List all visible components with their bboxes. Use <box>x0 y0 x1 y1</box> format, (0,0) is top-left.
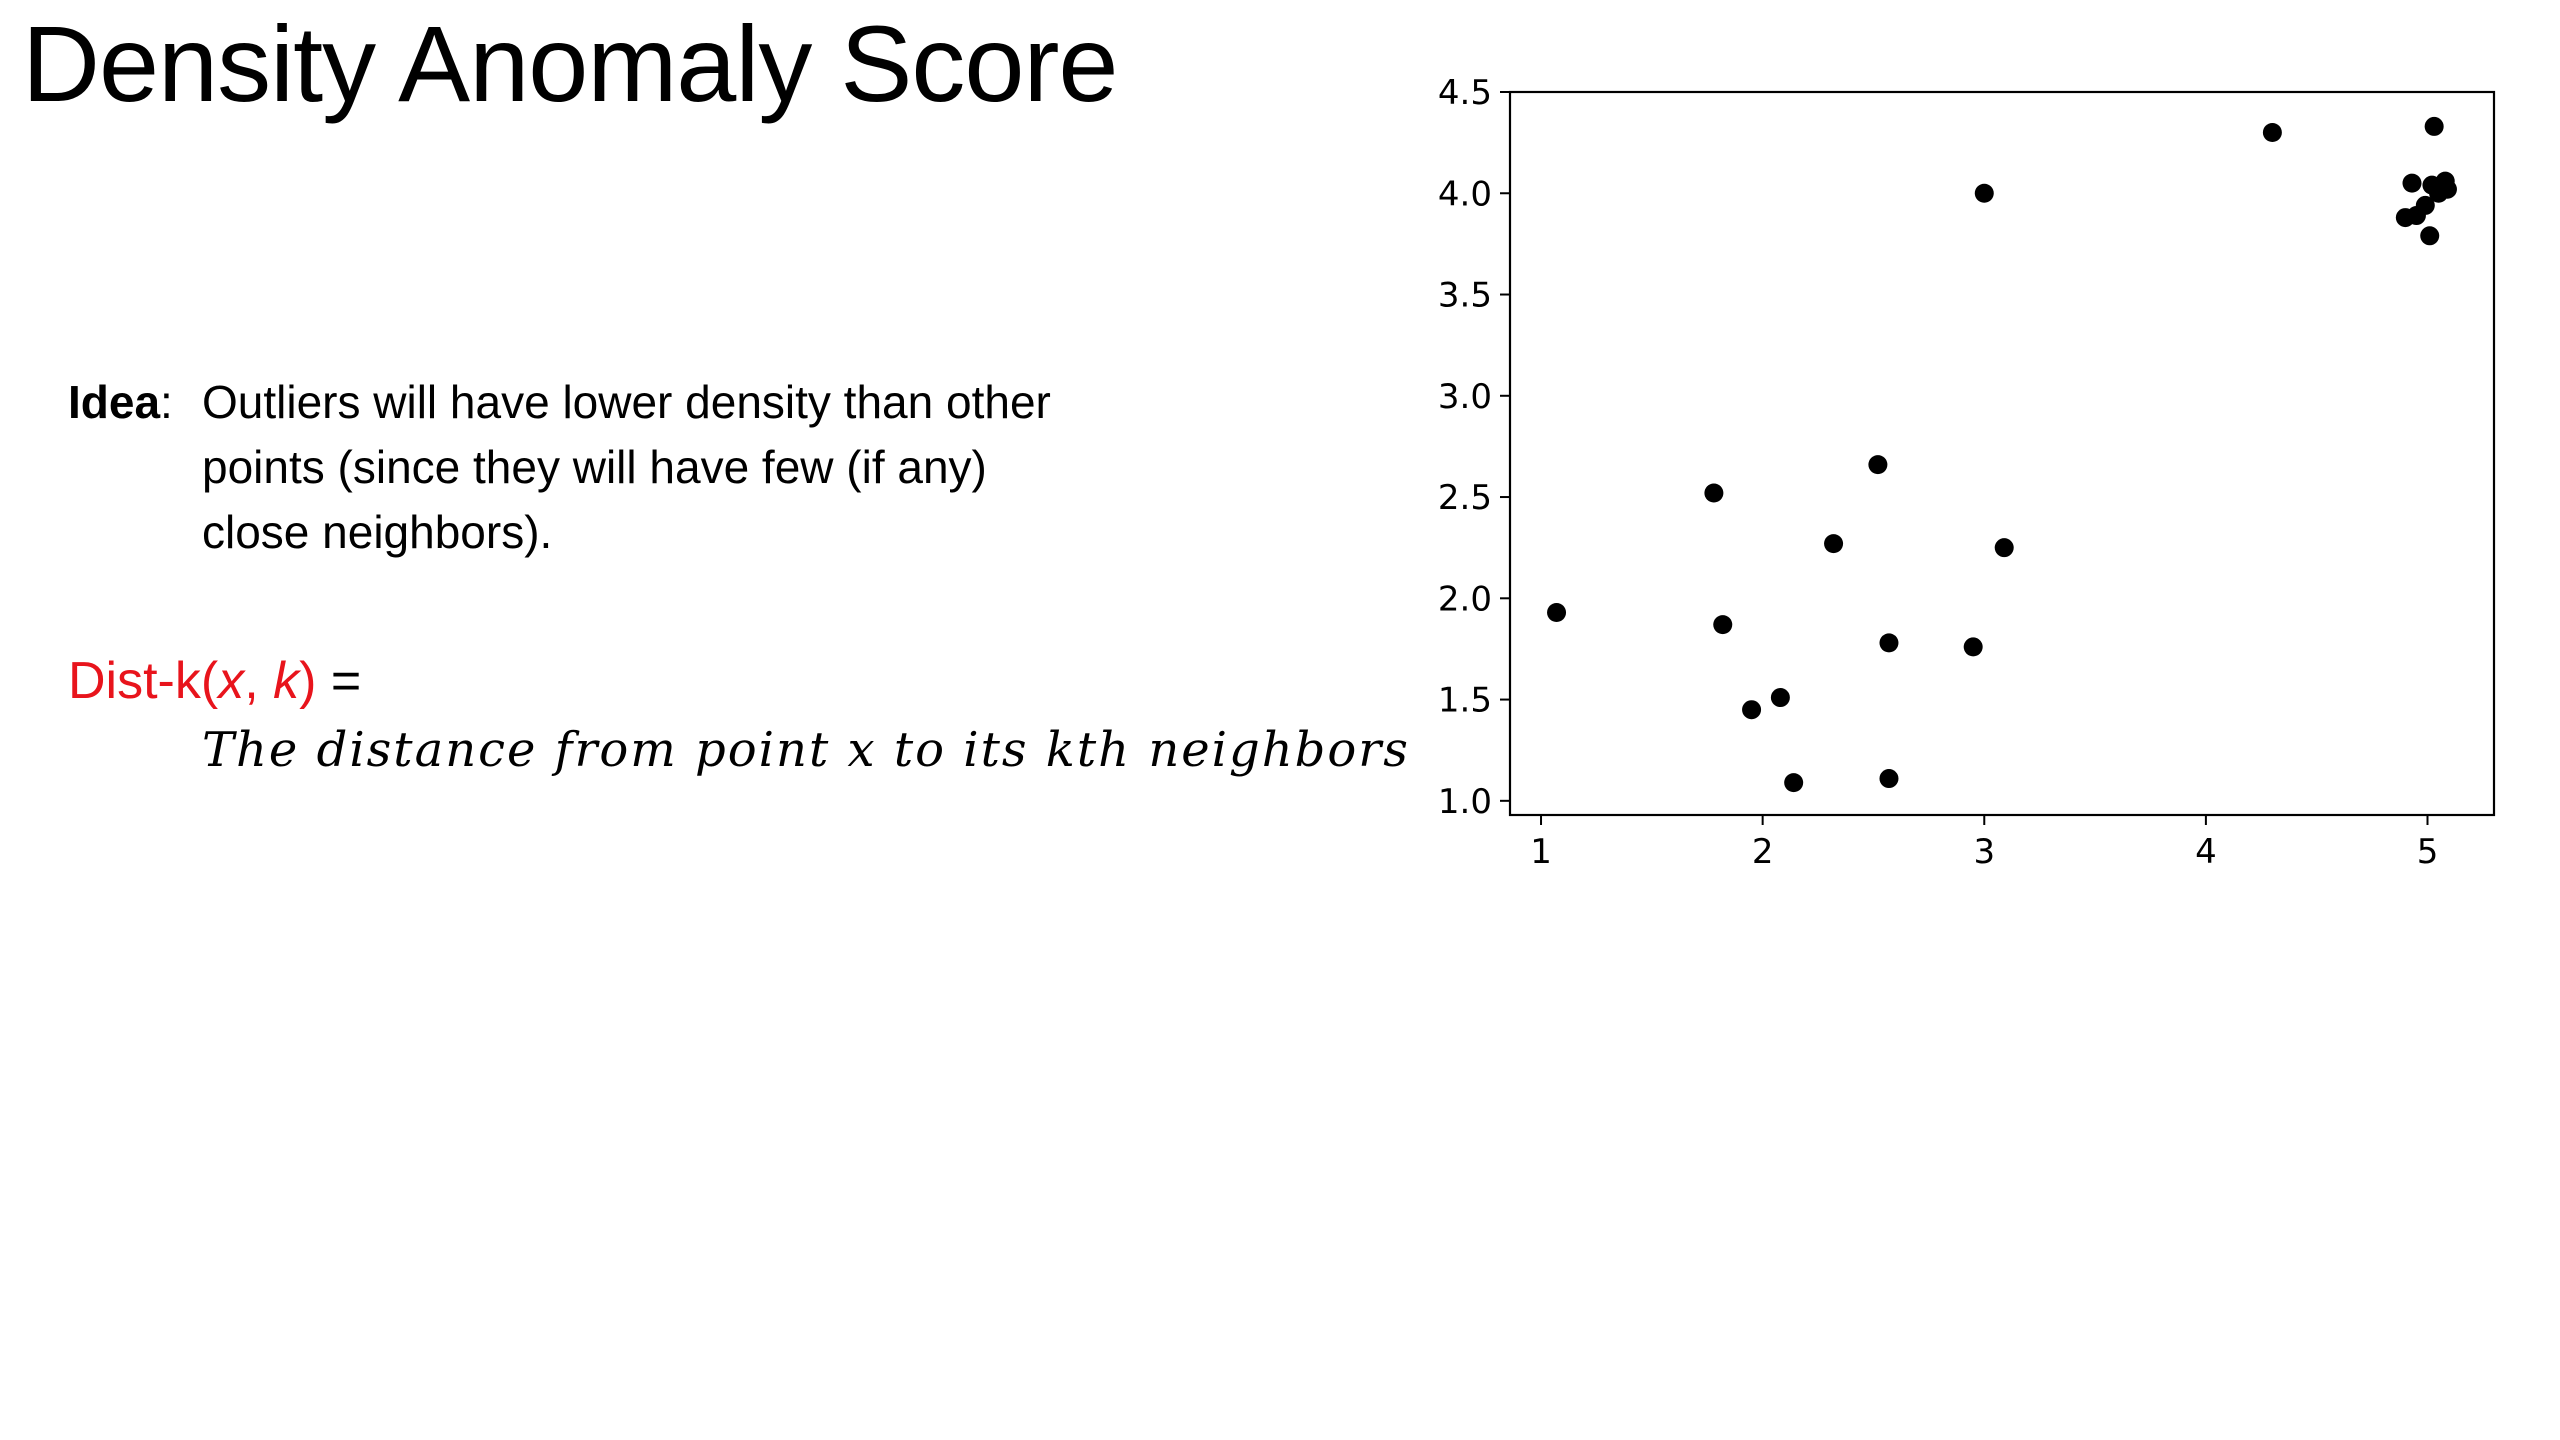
x-tick-label: 4 <box>2195 832 2217 872</box>
scatter-point <box>1879 633 1899 653</box>
scatter-point <box>1742 700 1762 720</box>
scatter-point <box>2420 226 2440 246</box>
x-tick-label: 3 <box>1973 832 1995 872</box>
scatter-point <box>1824 534 1844 554</box>
idea-label-colon: : <box>160 376 173 428</box>
formula-open-paren: ( <box>200 652 219 710</box>
scatter-point <box>2424 116 2444 136</box>
scatter-point <box>1784 773 1804 793</box>
x-tick-label: 5 <box>2417 832 2439 872</box>
scatter-plot-svg: 1 2 3 4 5 1.0 1.5 2.0 2.5 3.0 3.5 4.0 4.5 <box>1438 73 2496 872</box>
scatter-points <box>1547 116 2457 793</box>
scatter-point <box>2437 179 2457 199</box>
x-tick-label: 2 <box>1752 832 1774 872</box>
y-tick-label: 4.0 <box>1438 174 1492 214</box>
y-tick-label: 2.5 <box>1438 478 1492 518</box>
idea-label-text: Idea <box>68 376 161 428</box>
scatter-point <box>1994 538 2014 558</box>
formula-comma: , <box>244 652 274 710</box>
scatter-point <box>1547 602 1567 622</box>
plot-frame <box>1508 90 2496 817</box>
scatter-point <box>1868 455 1888 475</box>
y-axis: 1.0 1.5 2.0 2.5 3.0 3.5 4.0 4.5 <box>1438 73 1510 822</box>
x-axis: 1 2 3 4 5 <box>1530 815 2438 872</box>
scatter-point <box>1879 769 1899 789</box>
formula-definition: The distance from point x to its kth nei… <box>202 722 1410 778</box>
y-tick-label: 1.0 <box>1438 782 1492 822</box>
formula-name: Dist-k <box>68 652 201 710</box>
formula-arg-k: k <box>273 652 300 710</box>
idea-label: Idea: <box>68 370 202 435</box>
scatter-point <box>1770 688 1790 708</box>
scatter-chart: 1 2 3 4 5 1.0 1.5 2.0 2.5 3.0 3.5 4.0 4.5 <box>1400 60 2520 880</box>
idea-block: Idea: Outliers will have lower density t… <box>68 370 1128 565</box>
formula-header: Dist-k(x, k) = <box>68 645 1368 717</box>
y-tick-label: 2.0 <box>1438 579 1492 619</box>
idea-text: Outliers will have lower density than ot… <box>202 376 1051 558</box>
y-tick-label: 3.0 <box>1438 377 1492 417</box>
formula-arg-x: x <box>218 652 245 710</box>
scatter-point <box>1963 637 1983 657</box>
y-tick-label: 3.5 <box>1438 276 1492 316</box>
slide-title: Density Anomaly Score <box>22 3 1118 124</box>
formula-close-paren: ) <box>299 652 317 710</box>
scatter-point <box>2415 195 2435 215</box>
scatter-point <box>2262 123 2282 143</box>
formula-block: Dist-k(x, k) = The distance from point x… <box>68 645 1410 783</box>
scatter-point <box>1974 183 1994 203</box>
formula-equals: = <box>316 652 362 710</box>
scatter-point <box>1704 483 1724 503</box>
x-tick-label: 1 <box>1530 832 1552 872</box>
y-tick-label: 1.5 <box>1438 681 1492 721</box>
scatter-point <box>1713 615 1733 635</box>
idea-row: Idea: Outliers will have lower density t… <box>68 370 1128 565</box>
y-tick-label: 4.5 <box>1438 73 1492 113</box>
scatter-point <box>2402 173 2422 193</box>
